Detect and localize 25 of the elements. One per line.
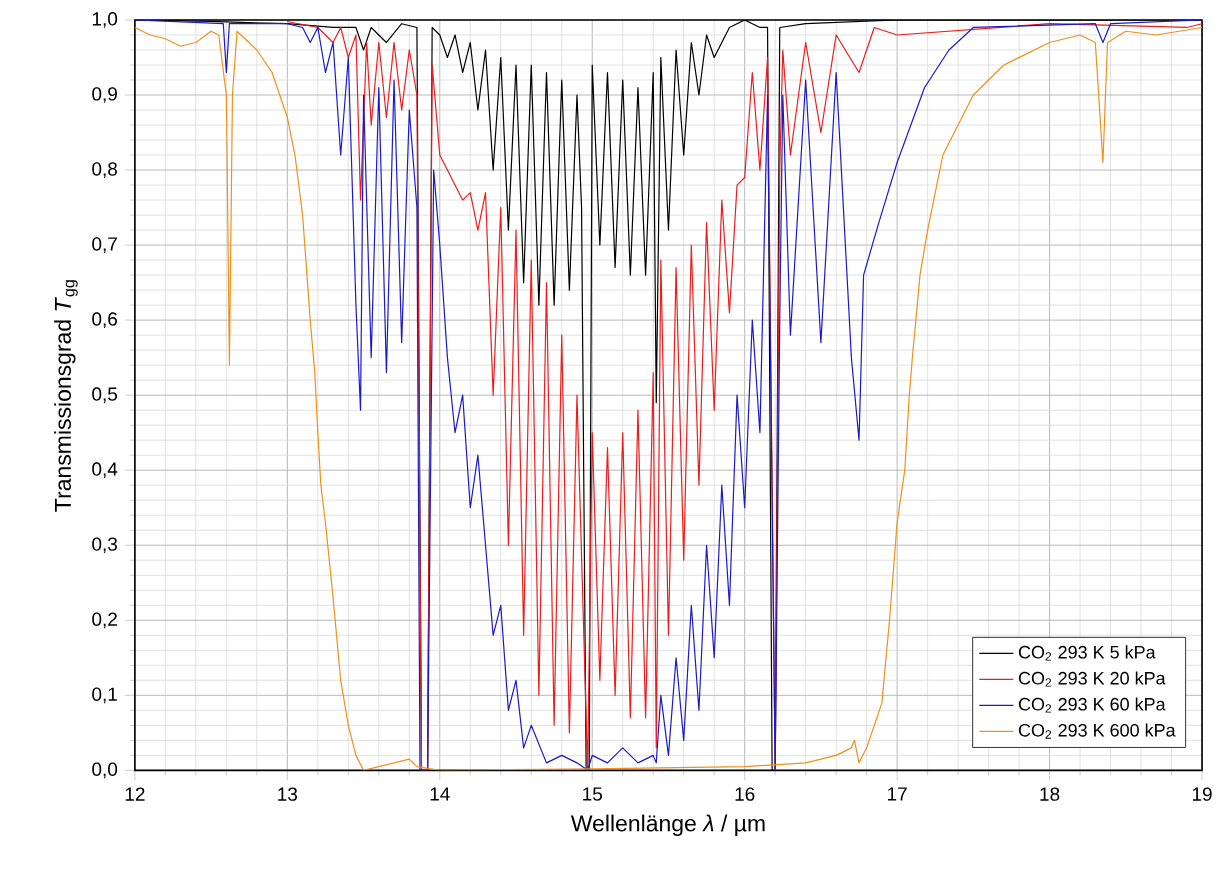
x-tick-label: 14 [430, 787, 450, 801]
y-tick-label: 1,0 [92, 11, 118, 28]
legend-label: CO$_{2}$ 293 K 60 kPa [1018, 697, 1166, 713]
x-tick-label: 13 [278, 787, 298, 801]
x-tick-label: 17 [888, 787, 907, 801]
x-tick-label: 16 [735, 787, 755, 801]
y-tick-label: 0,3 [92, 537, 117, 553]
y-tick-label: 0,5 [92, 387, 118, 403]
y-tick-label: 0,7 [92, 237, 117, 253]
y-tick-label: 0,4 [92, 462, 118, 478]
y-tick-label: 0,9 [92, 87, 117, 103]
y-tick-label: 0,6 [92, 312, 117, 328]
y-tick-label: 0,0 [92, 762, 118, 779]
y-axis-title: Transmissionsgrad T$_{gg}$ [54, 280, 78, 512]
legend-label: CO$_{2}$ 293 K 600 kPa [1018, 723, 1176, 739]
y-tick-label: 0,2 [92, 612, 117, 628]
legend-label: CO$_{2}$ 293 K 5 kPa [1018, 645, 1156, 661]
legend-label: CO$_{2}$ 293 K 20 kPa [1018, 671, 1166, 687]
x-tick-label: 12 [125, 787, 145, 801]
x-tick-label: 18 [1040, 787, 1060, 801]
x-tick-label: 19 [1192, 787, 1212, 801]
x-axis-title: Wellenlänge λ / µm [570, 814, 765, 836]
x-tick-label: 15 [583, 787, 603, 801]
y-tick-label: 0,1 [92, 687, 117, 704]
y-tick-label: 0,8 [92, 162, 118, 178]
